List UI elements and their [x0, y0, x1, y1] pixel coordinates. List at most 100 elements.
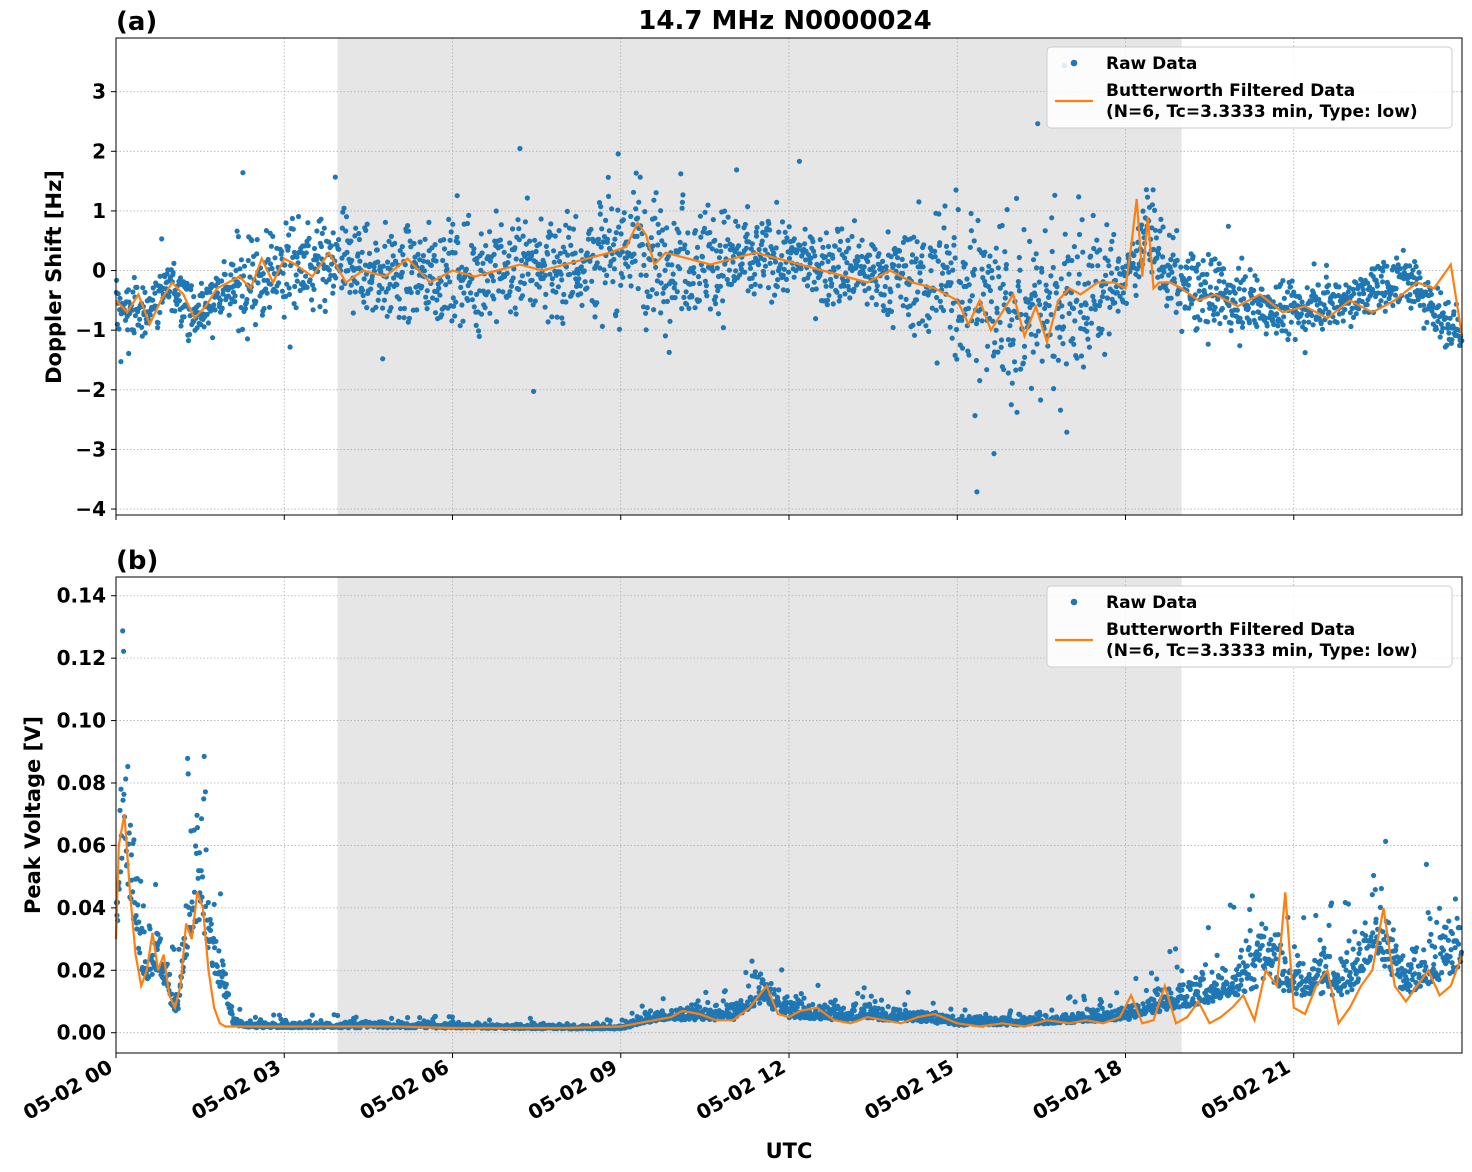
raw-data-point — [247, 274, 253, 280]
raw-data-point — [1280, 278, 1286, 284]
raw-data-point — [1273, 330, 1279, 336]
raw-data-point — [322, 308, 328, 314]
raw-data-point — [1007, 323, 1013, 329]
raw-data-point — [497, 237, 503, 243]
raw-data-point — [935, 258, 942, 264]
raw-data-point — [710, 217, 716, 223]
raw-data-point — [447, 279, 453, 285]
raw-data-point — [1246, 944, 1252, 951]
raw-data-point — [359, 249, 365, 255]
raw-data-point — [856, 243, 862, 249]
raw-data-point — [1114, 289, 1120, 296]
raw-data-point — [203, 847, 209, 853]
raw-data-point — [923, 323, 929, 329]
raw-data-point — [1296, 968, 1302, 975]
raw-data-point — [865, 258, 871, 265]
raw-data-point — [293, 272, 299, 278]
raw-data-point — [557, 250, 564, 256]
raw-data-point — [554, 314, 560, 320]
raw-data-point — [823, 230, 830, 236]
raw-data-point — [219, 278, 225, 284]
raw-data-point — [1215, 266, 1221, 273]
raw-data-point — [917, 270, 923, 276]
raw-data-point — [817, 237, 823, 243]
raw-data-point — [228, 272, 234, 278]
raw-data-point — [421, 258, 427, 264]
raw-data-point — [229, 1004, 235, 1010]
raw-data-point — [136, 919, 142, 925]
raw-data-point — [1052, 192, 1058, 198]
raw-data-point — [118, 359, 124, 365]
raw-data-point — [641, 262, 647, 268]
raw-data-point — [756, 985, 762, 991]
raw-data-point — [1034, 341, 1040, 347]
raw-data-point — [882, 283, 888, 290]
raw-data-point — [207, 289, 213, 295]
raw-data-point — [629, 1010, 635, 1016]
raw-data-point — [226, 312, 232, 318]
raw-data-point — [695, 998, 701, 1004]
raw-data-point — [1140, 208, 1146, 214]
raw-data-point — [238, 257, 244, 263]
raw-data-point — [1238, 977, 1244, 983]
raw-data-point — [568, 242, 574, 248]
raw-data-point — [522, 219, 529, 225]
raw-data-point — [1083, 321, 1090, 327]
raw-data-point — [116, 326, 122, 332]
raw-data-point — [917, 278, 924, 284]
raw-data-point — [1174, 257, 1180, 263]
raw-data-point — [1020, 360, 1026, 366]
raw-data-point — [869, 295, 875, 301]
raw-data-point — [1148, 970, 1155, 976]
raw-data-point — [733, 268, 739, 274]
raw-data-point — [272, 255, 278, 261]
raw-data-point — [1447, 315, 1453, 321]
raw-data-point — [1088, 320, 1095, 326]
raw-data-point — [353, 225, 359, 231]
raw-data-point — [1047, 290, 1053, 296]
raw-data-point — [720, 273, 726, 279]
raw-data-point — [1340, 318, 1346, 324]
raw-data-point — [1198, 282, 1204, 288]
raw-data-point — [1275, 932, 1281, 938]
raw-data-point — [774, 199, 780, 205]
raw-data-point — [667, 318, 673, 324]
raw-data-point — [1080, 249, 1086, 255]
raw-data-point — [356, 230, 362, 237]
raw-data-point — [807, 260, 813, 266]
raw-data-point — [374, 247, 380, 253]
raw-data-point — [326, 267, 332, 273]
raw-data-point — [385, 285, 391, 292]
raw-data-point — [997, 285, 1003, 291]
raw-data-point — [570, 226, 577, 232]
raw-data-point — [1167, 948, 1173, 955]
raw-data-point — [480, 260, 486, 266]
raw-data-point — [1002, 295, 1008, 301]
raw-data-point — [761, 257, 767, 263]
raw-data-point — [1173, 309, 1179, 315]
raw-data-point — [455, 240, 461, 246]
raw-data-point — [1088, 306, 1094, 312]
raw-data-point — [959, 317, 965, 323]
raw-data-point — [1310, 322, 1316, 328]
raw-data-point — [1143, 987, 1149, 994]
raw-data-point — [482, 305, 488, 311]
raw-data-point — [196, 917, 202, 923]
raw-data-point — [1049, 248, 1055, 255]
raw-data-point — [538, 216, 544, 222]
raw-data-point — [205, 899, 211, 906]
raw-data-point — [776, 987, 782, 993]
raw-data-point — [744, 231, 750, 237]
raw-data-point — [1401, 269, 1407, 276]
raw-data-point — [285, 244, 291, 250]
raw-data-point — [498, 222, 504, 228]
raw-data-point — [921, 242, 927, 248]
raw-data-point — [1195, 261, 1201, 267]
raw-data-point — [784, 288, 791, 294]
raw-data-point — [1014, 409, 1020, 415]
raw-data-point — [1364, 280, 1371, 286]
raw-data-point — [501, 249, 507, 255]
raw-data-point — [329, 261, 335, 267]
raw-data-point — [1038, 265, 1045, 271]
y-tick-label: −1 — [75, 318, 106, 342]
